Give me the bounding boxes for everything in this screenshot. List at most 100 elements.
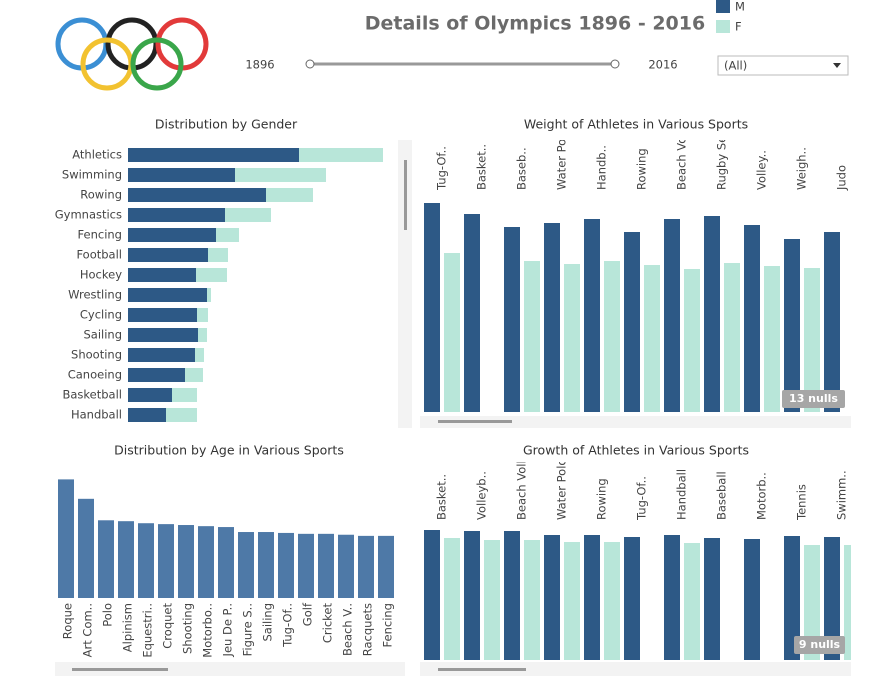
bar <box>864 539 880 660</box>
x-tick-label: Beach V.. <box>341 603 355 656</box>
bar <box>704 538 720 660</box>
bar <box>744 225 760 412</box>
bar <box>58 479 74 598</box>
x-tick-label: Cricket <box>321 603 335 644</box>
bar <box>724 263 740 412</box>
bar <box>424 530 440 660</box>
scrollbar-thumb[interactable] <box>404 160 407 230</box>
bar-segment <box>128 248 208 262</box>
bar <box>844 545 851 660</box>
bar-segment <box>299 148 383 162</box>
bar <box>624 537 640 660</box>
y-tick-label: Sailing <box>83 328 122 342</box>
x-tick-label: Basket.. <box>475 144 489 190</box>
legend-label: M <box>735 0 745 14</box>
dropdown-value: (All) <box>724 59 747 73</box>
bar <box>804 268 820 412</box>
x-tick-label: Jeu De P.. <box>221 603 235 657</box>
bar-segment <box>207 288 211 302</box>
scrollbar[interactable] <box>55 662 405 676</box>
bar <box>178 525 194 598</box>
bar <box>564 542 580 660</box>
bar-segment <box>128 268 196 282</box>
bar <box>444 253 460 412</box>
bar <box>158 524 174 598</box>
bar-segment <box>128 308 197 322</box>
bar <box>298 533 314 598</box>
bar <box>464 214 480 412</box>
bar <box>198 526 214 598</box>
bar-segment <box>225 208 271 222</box>
legend-swatch <box>716 0 730 13</box>
x-tick-label: Alpinism <box>121 603 135 652</box>
bar <box>464 531 480 660</box>
bar <box>98 520 114 598</box>
bar-segment <box>128 208 225 222</box>
olympic-rings <box>55 17 209 91</box>
slider-handle[interactable] <box>305 59 315 69</box>
x-tick-label: Roque <box>61 603 75 639</box>
bar <box>504 227 520 412</box>
bar <box>784 239 800 412</box>
scrollbar[interactable] <box>420 416 851 428</box>
bar-segment <box>216 228 239 242</box>
bar <box>624 232 640 412</box>
x-tick-label: Beach Volley.. <box>675 111 689 190</box>
bar <box>318 533 334 598</box>
x-tick-label: Sailing <box>261 603 275 642</box>
bar <box>744 539 760 660</box>
x-tick-label: Equestri.. <box>141 603 155 658</box>
x-tick-label: Weigh.. <box>795 147 809 190</box>
bar <box>584 535 600 660</box>
bar-segment <box>172 388 197 402</box>
x-tick-label: Figure S.. <box>241 603 255 656</box>
x-tick-label: Polo <box>101 603 115 627</box>
bar-segment <box>128 348 195 362</box>
scrollbar-thumb[interactable] <box>72 668 168 671</box>
bar <box>604 261 620 412</box>
bar <box>664 535 680 660</box>
chart: Basket.. Volleyb.. Beach Volleyball Water P… <box>424 462 880 660</box>
bar <box>784 536 800 660</box>
bar-segment <box>128 408 166 422</box>
bar <box>704 216 720 412</box>
bar <box>138 523 154 598</box>
y-tick-label: Athletics <box>72 148 122 162</box>
bar <box>824 232 840 412</box>
bar <box>824 537 840 660</box>
bar <box>338 534 354 598</box>
x-tick-label: Rowing <box>595 478 609 520</box>
scrollbar[interactable] <box>398 140 412 428</box>
chart: Tug-Of.. Basket.. Baseb.. Water Polo Handb..… <box>424 111 849 412</box>
bar-segment <box>128 168 235 182</box>
scrollbar-thumb[interactable] <box>438 420 512 423</box>
dashboard-title: Details of Olympics 1896 - 2016 <box>365 13 705 35</box>
y-tick-label: Basketball <box>63 388 123 402</box>
bar <box>604 542 620 660</box>
bar <box>804 545 820 660</box>
dropdown[interactable] <box>717 55 849 76</box>
bar <box>544 535 560 660</box>
slider-start: 1896 <box>245 58 274 72</box>
bar-segment <box>266 188 313 202</box>
bar <box>424 203 440 412</box>
scrollbar[interactable] <box>420 662 851 676</box>
x-tick-label: Golf <box>301 602 315 626</box>
x-tick-label: Handb.. <box>595 145 609 190</box>
bar-segment <box>128 368 185 382</box>
nulls-badge <box>782 390 845 408</box>
bar-segment <box>198 328 207 342</box>
bar <box>544 223 560 412</box>
bar-segment <box>166 408 197 422</box>
bar <box>664 219 680 412</box>
chart-title: Distribution by Age in Various Sports <box>114 443 344 458</box>
x-tick-label: Tug-Of.. <box>635 476 649 521</box>
scrollbar-thumb[interactable] <box>438 668 526 671</box>
x-tick-label: Volley.. <box>755 150 769 190</box>
x-tick-label: Judo <box>835 165 849 191</box>
bar-segment <box>128 388 172 402</box>
bar <box>524 540 540 660</box>
slider-handle[interactable] <box>610 59 620 69</box>
